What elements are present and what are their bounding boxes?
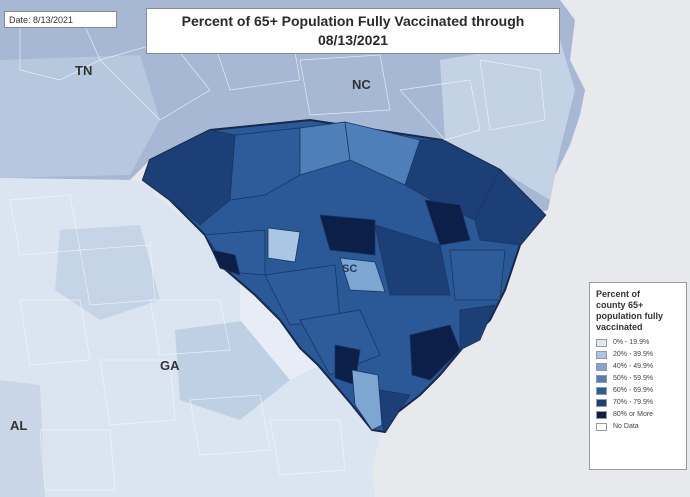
county-region-midlands bbox=[374, 224, 451, 296]
county-region-darkest-2 bbox=[319, 214, 376, 256]
map-title-line1: Percent of 65+ Population Fully Vaccinat… bbox=[181, 13, 525, 29]
date-label: Date: 8/13/2021 bbox=[4, 11, 117, 28]
county-region-upstate-2 bbox=[229, 127, 301, 201]
state-label-ga: GA bbox=[160, 358, 180, 373]
tn-lighter bbox=[0, 55, 160, 178]
county-region-coast-s bbox=[459, 304, 496, 351]
county-region-charleston bbox=[409, 324, 461, 381]
legend-label: No Data bbox=[613, 423, 639, 430]
legend-label: 50% - 59.9% bbox=[613, 375, 654, 382]
legend-item: 80% or More bbox=[596, 409, 681, 420]
legend-item: 20% - 39.9% bbox=[596, 349, 681, 360]
legend-label: 60% - 69.9% bbox=[613, 387, 654, 394]
legend-label: 70% - 79.9% bbox=[613, 399, 654, 406]
legend-swatch bbox=[596, 374, 607, 383]
county-region-west-dark bbox=[211, 249, 241, 276]
legend-swatch bbox=[596, 362, 607, 371]
legend-item: 60% - 69.9% bbox=[596, 385, 681, 396]
legend-swatch bbox=[596, 410, 607, 419]
legend-swatch bbox=[596, 350, 607, 359]
sc-counties bbox=[142, 121, 546, 433]
legend-title: Percent of county 65+ population fully v… bbox=[596, 289, 663, 332]
state-label-tn: TN bbox=[75, 63, 93, 78]
alabama-region bbox=[0, 380, 45, 497]
ga-midtone-a bbox=[55, 225, 160, 320]
legend-item: 40% - 49.9% bbox=[596, 361, 681, 372]
county-region-south bbox=[299, 309, 381, 376]
legend-item: 70% - 79.9% bbox=[596, 397, 681, 408]
legend-swatch bbox=[596, 338, 607, 347]
legend-label: 0% - 19.9% bbox=[613, 339, 650, 346]
state-label-sc: SC bbox=[342, 263, 358, 275]
legend-item: No Data bbox=[596, 421, 681, 432]
county-region-coast-n bbox=[474, 169, 546, 246]
state-label-nc: NC bbox=[352, 77, 371, 92]
legend-item: 50% - 59.9% bbox=[596, 373, 681, 384]
county-region-columbia bbox=[339, 257, 386, 293]
legend-item: 0% - 19.9% bbox=[596, 337, 681, 348]
county-region-beaufort bbox=[351, 369, 383, 431]
neighbor-county-lines bbox=[9, 14, 546, 491]
legend: Percent of county 65+ population fully v… bbox=[589, 282, 687, 470]
county-region-darkest-1 bbox=[424, 199, 471, 246]
legend-swatch bbox=[596, 398, 607, 407]
county-region-greenwood bbox=[267, 227, 301, 263]
legend-label: 80% or More bbox=[613, 411, 654, 418]
legend-swatch bbox=[596, 422, 607, 431]
legend-swatch bbox=[596, 386, 607, 395]
legend-label: 40% - 49.9% bbox=[613, 363, 654, 370]
legend-label: 20% - 39.9% bbox=[613, 351, 654, 358]
legend-items: 0% - 19.9% 20% - 39.9% 40% - 49.9% 50% - 59… bbox=[596, 337, 681, 432]
map-title-line2: 08/13/2021 bbox=[317, 32, 389, 48]
county-region-jasper bbox=[379, 389, 411, 433]
map-title: Percent of 65+ Population Fully Vaccinat… bbox=[146, 8, 560, 54]
county-region-east bbox=[449, 249, 506, 301]
state-label-al: AL bbox=[10, 418, 28, 433]
